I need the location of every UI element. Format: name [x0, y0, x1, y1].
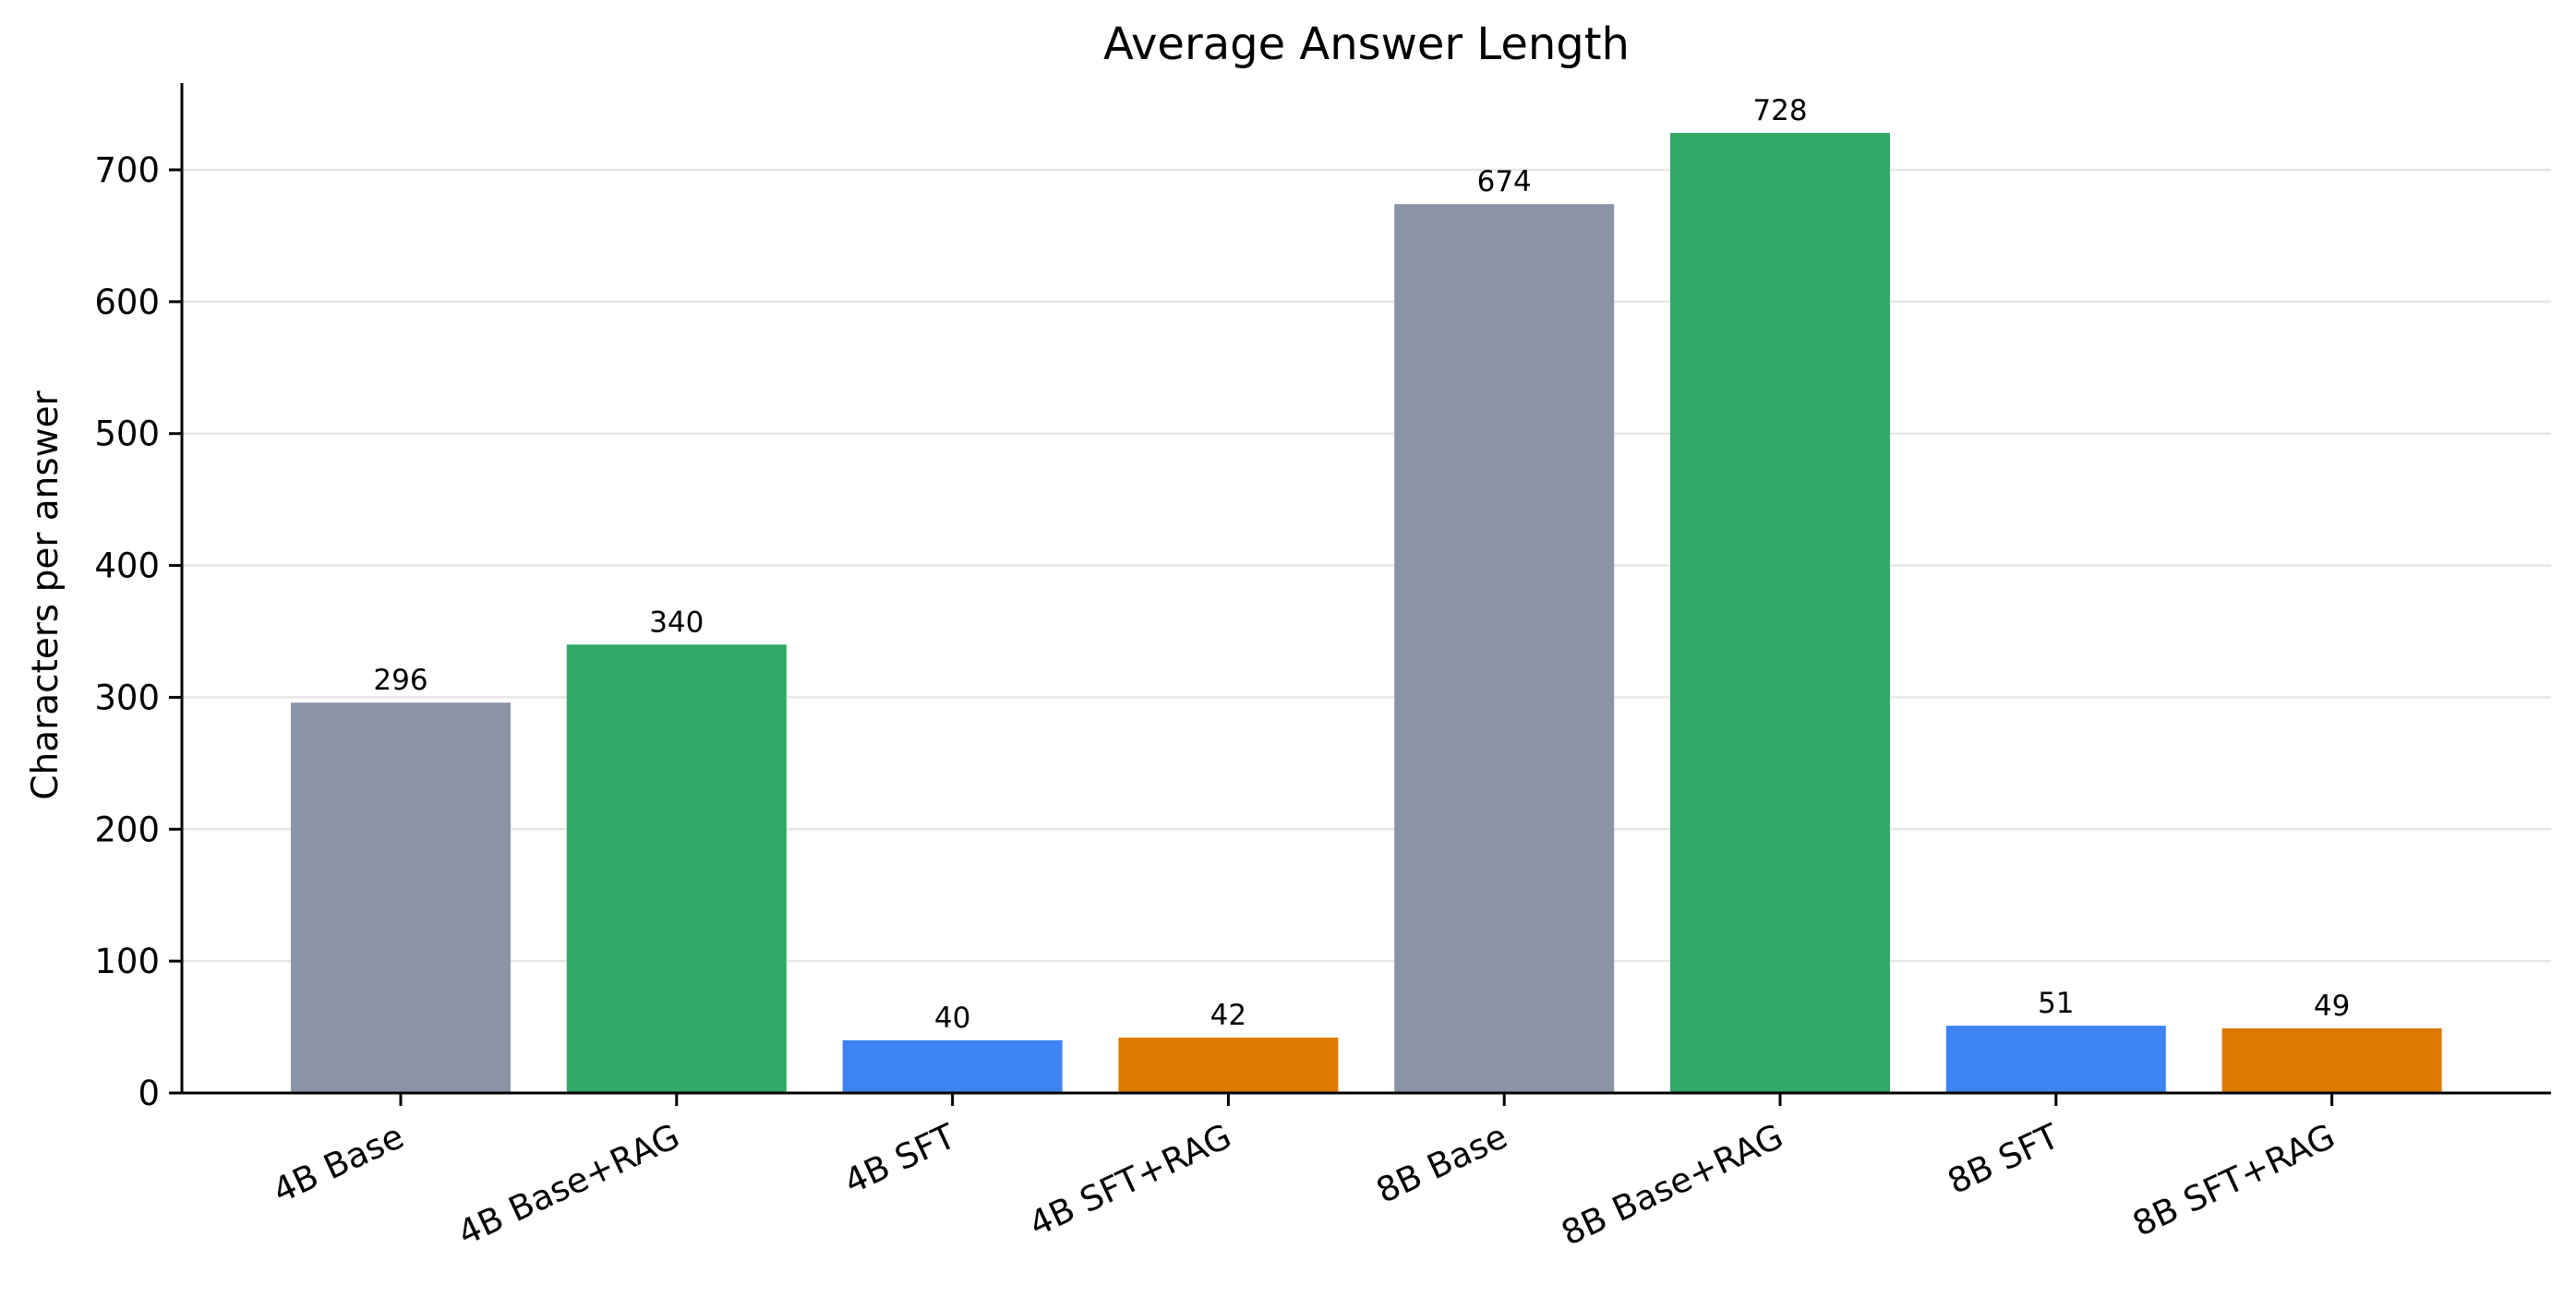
y-tick-layer: 0 100 200 300 400 500 600 700: [94, 150, 182, 1113]
data-label-2: 40: [934, 1002, 970, 1035]
data-label-3: 42: [1210, 999, 1246, 1032]
x-tick-label-7: 8B SFT+RAG: [2126, 1116, 2341, 1244]
y-tick-label-400: 400: [94, 546, 160, 586]
data-label-7: 49: [2314, 990, 2350, 1023]
x-tick-label-1: 4B Base+RAG: [451, 1116, 685, 1254]
x-tick-label-5: 8B Base+RAG: [1556, 1116, 1789, 1254]
x-tick-label-3: 4B SFT+RAG: [1023, 1116, 1237, 1244]
data-label-6: 51: [2038, 987, 2074, 1020]
y-tick-label-100: 100: [94, 942, 160, 981]
chart-title: Average Answer Length: [1103, 18, 1630, 70]
x-tick-label-6: 8B SFT: [1942, 1116, 2065, 1202]
data-label-layer: 296 340 40 42 674 728 51 49: [373, 94, 2350, 1035]
data-label-4: 674: [1477, 165, 1532, 198]
axes-layer: [180, 83, 2551, 1095]
x-tick-label-4: 8B Base: [1370, 1116, 1513, 1211]
x-tick-layer: 4B Base 4B Base+RAG 4B SFT 4B SFT+RAG 8B Bas…: [267, 1093, 2341, 1254]
y-tick-label-300: 300: [94, 678, 160, 717]
y-tick-label-200: 200: [94, 810, 160, 849]
x-tick-label-0: 4B Base: [267, 1116, 410, 1211]
bar-8b-sft-rag: [2221, 1027, 2442, 1093]
y-tick-label-0: 0: [138, 1074, 160, 1113]
bar-8b-sft: [1945, 1026, 2166, 1093]
data-label-1: 340: [649, 606, 704, 639]
bar-4b-sft-rag: [1118, 1037, 1339, 1093]
bar-4b-base: [291, 703, 511, 1093]
y-tick-label-500: 500: [94, 414, 160, 454]
grid-layer: [182, 168, 2551, 963]
y-axis-label: Characters per answer: [25, 390, 66, 799]
y-tick-label-600: 600: [94, 282, 160, 322]
data-label-0: 296: [373, 664, 427, 697]
bar-4b-sft: [842, 1039, 1063, 1093]
bar-8b-base: [1394, 204, 1615, 1093]
y-tick-label-700: 700: [94, 150, 160, 190]
data-label-5: 728: [1752, 94, 1807, 127]
x-tick-label-2: 4B SFT: [838, 1116, 962, 1202]
bar-8b-base-rag: [1670, 132, 1890, 1093]
bars-layer: [291, 132, 2442, 1093]
bar-4b-base-rag: [566, 644, 787, 1093]
